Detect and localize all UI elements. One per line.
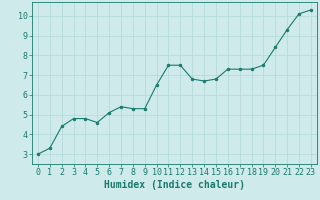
X-axis label: Humidex (Indice chaleur): Humidex (Indice chaleur) bbox=[104, 180, 245, 190]
